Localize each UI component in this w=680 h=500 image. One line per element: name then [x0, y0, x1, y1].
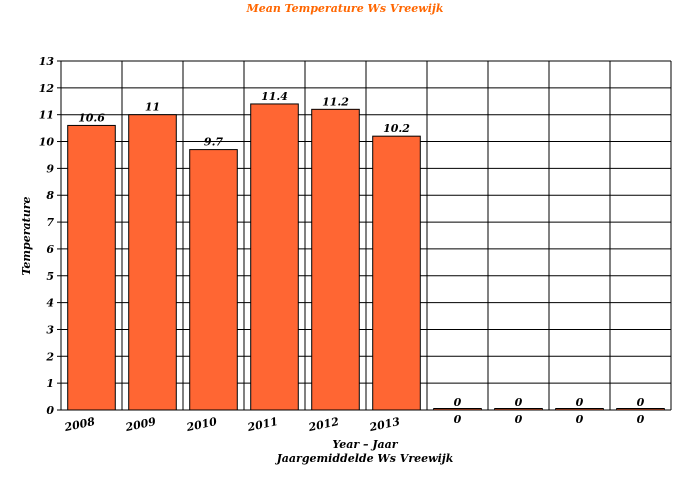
- bar: [555, 408, 604, 411]
- y-tick-label: 10: [39, 136, 55, 149]
- data-label: 0: [637, 396, 645, 409]
- bar: [189, 149, 238, 411]
- data-label: 9.7: [204, 136, 223, 149]
- data-label: 10.2: [383, 122, 410, 135]
- y-tick-label: 11: [39, 109, 54, 122]
- bar: [128, 114, 177, 411]
- y-tick-label: 12: [39, 82, 55, 95]
- y-tick-label: 9: [46, 162, 54, 175]
- data-label: 10.6: [78, 111, 105, 124]
- bars: [67, 103, 665, 411]
- x-tick-labels: 2008 2009 2010 2011 2012 2013 0 0 0 0: [62, 413, 644, 434]
- y-tick-label: 5: [46, 270, 54, 283]
- y-tick-label: 4: [46, 297, 54, 310]
- data-label: 0: [515, 396, 523, 409]
- data-label: 11: [145, 101, 160, 114]
- y-tick-label: 8: [46, 189, 54, 202]
- bar: [494, 408, 543, 411]
- bar: [616, 408, 665, 411]
- x-tick-label: 0: [576, 413, 584, 426]
- bar: [250, 103, 299, 411]
- y-tick-label: 7: [46, 216, 54, 229]
- bar: [311, 108, 360, 411]
- y-tick-label: 2: [45, 350, 54, 363]
- y-tick-label: 0: [46, 404, 54, 417]
- x-tick-label: 0: [637, 413, 645, 426]
- y-tick-label: 3: [46, 323, 54, 336]
- data-label: 0: [454, 396, 462, 409]
- data-label: 11.4: [261, 90, 288, 103]
- x-tick-label: 2008: [62, 415, 96, 434]
- x-tick-label: 2012: [306, 415, 340, 434]
- x-axis-sublabel: Jaargemiddelde Ws Vreewijk: [275, 452, 454, 465]
- x-tick-label: 2010: [184, 415, 218, 434]
- y-tick-label: 1: [46, 377, 54, 390]
- chart-title: Mean Temperature Ws Vreewijk: [246, 2, 444, 15]
- value-labels: 10.6 11 9.7 11.4 11.2 10.2 0 0 0 0: [78, 90, 645, 409]
- x-tick-label: 0: [515, 413, 523, 426]
- bar: [372, 135, 421, 411]
- x-tick-label: 0: [454, 413, 462, 426]
- data-label: 11.2: [322, 95, 349, 108]
- bar: [433, 408, 482, 411]
- y-axis-label: Temperature: [20, 196, 33, 275]
- x-tick-label: 2011: [245, 415, 279, 434]
- y-tick-label: 6: [46, 243, 54, 256]
- data-label: 0: [576, 396, 584, 409]
- x-axis-label: Year – Jaar: [332, 438, 398, 451]
- y-tick-label: 13: [39, 55, 55, 68]
- x-tick-label: 2009: [123, 415, 157, 434]
- x-tick-label: 2013: [367, 415, 401, 434]
- bar: [67, 124, 116, 411]
